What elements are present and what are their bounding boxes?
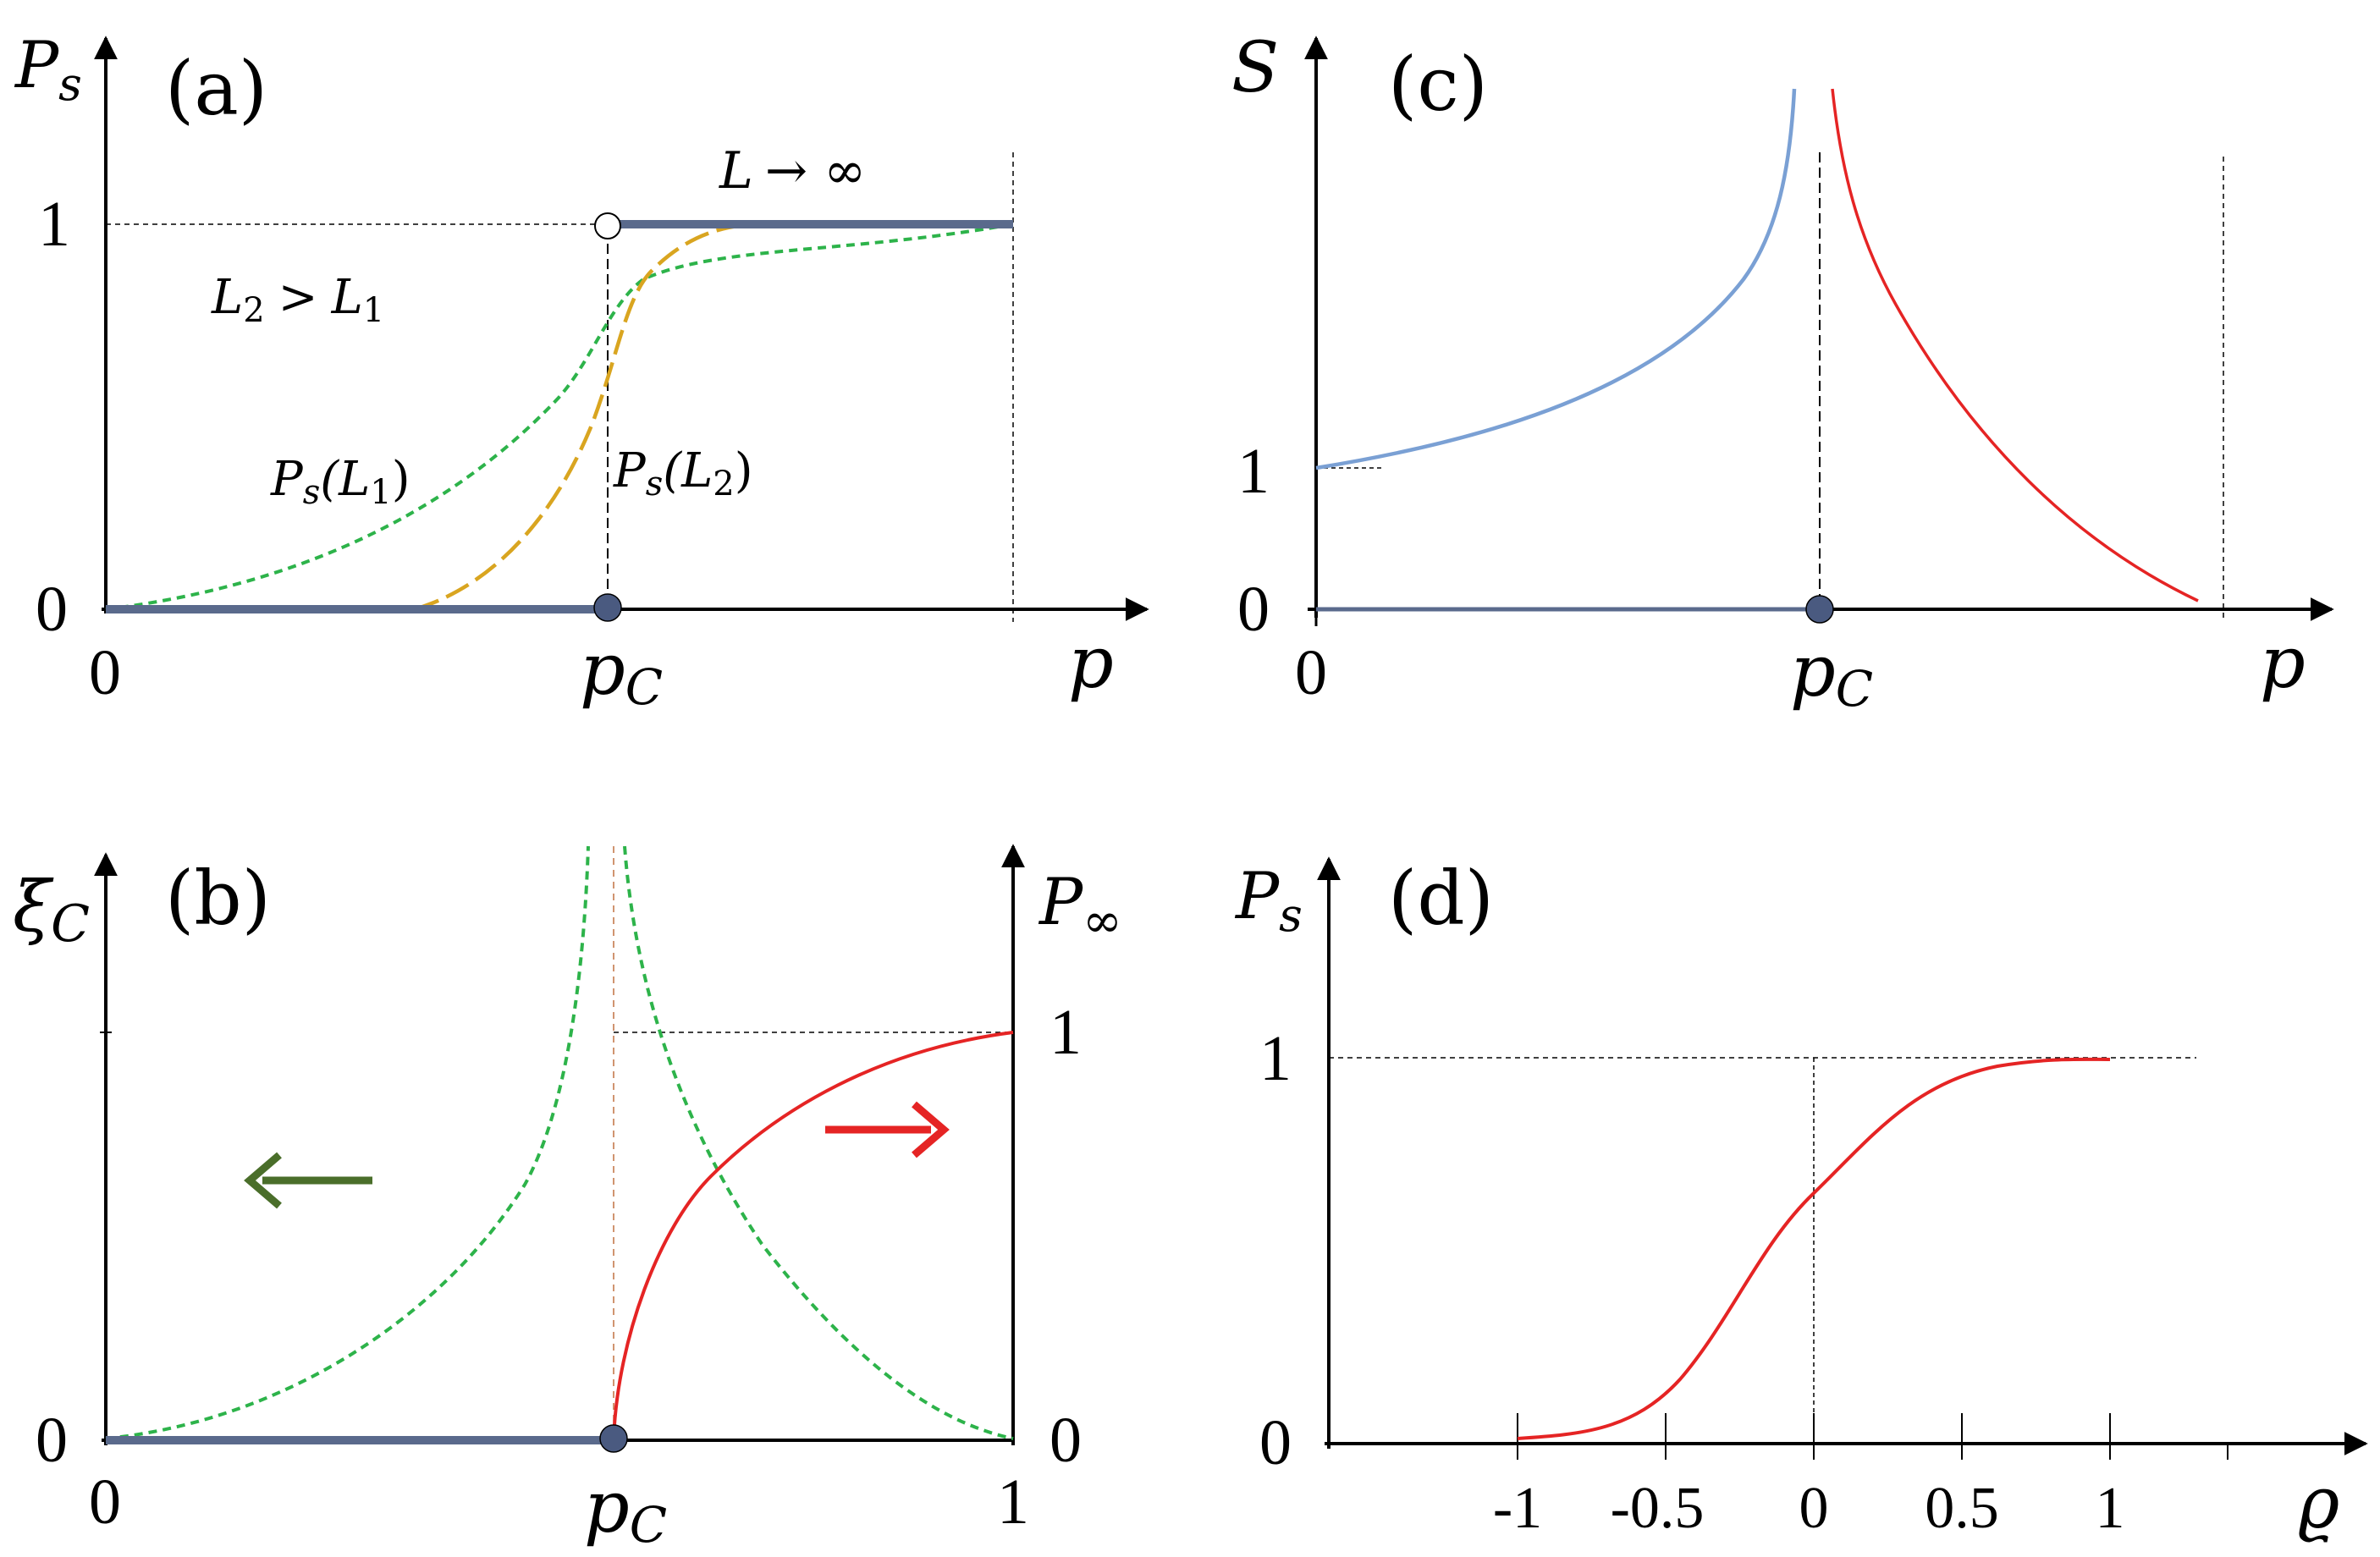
b-filled-marker <box>599 1424 628 1453</box>
c-x-label: p <box>2260 621 2306 704</box>
a-xtick-0: 0 <box>89 637 121 708</box>
d-y-label: Ps <box>1234 858 1303 942</box>
d-xtick-0: 0 <box>1799 1476 1829 1541</box>
b-curve-xi-right <box>623 845 1014 1440</box>
a-xtick-pc: pC <box>580 628 663 716</box>
d-ytick-0: 0 <box>1259 1407 1292 1478</box>
d-xtick-m1: -1 <box>1493 1476 1542 1541</box>
d-curve-ps <box>1517 1057 2111 1440</box>
d-x-label: ϱ <box>2298 1461 2339 1544</box>
c-ytick-1: 1 <box>1237 436 1270 507</box>
d-y-label-sub: s <box>1279 889 1303 942</box>
d-xtick-m05: -0.5 <box>1611 1476 1705 1541</box>
a-label-ps-l1: Ps(L1) <box>270 452 410 512</box>
a-filled-marker <box>593 593 622 622</box>
a-curve-ps-l1 <box>105 223 1014 611</box>
c-filled-marker <box>1805 595 1834 624</box>
b-xtick-pc-sub: C <box>630 1496 667 1554</box>
a-panel-label: (a) <box>165 45 267 132</box>
b-xtick-0: 0 <box>89 1466 121 1538</box>
panel-d: (d) Ps 1 0 -1 -0.5 0 0.5 1 ϱ <box>1234 855 2368 1544</box>
b-right-y-label-sub: ∞ <box>1083 894 1122 949</box>
a-y-label-sub: s <box>58 58 82 111</box>
b-xtick-1: 1 <box>997 1466 1029 1538</box>
a-label-linf: L → ∞ <box>719 141 866 201</box>
a-xtick-pc-sub: C <box>625 658 663 716</box>
panel-a: (a) Ps 1 0 0 pC p L → ∞ L2 > L1 Ps(L1) Ps(L… <box>14 27 1149 716</box>
a-label-ps-l2: Ps(L2) <box>613 443 753 503</box>
a-ytick-1: 1 <box>38 189 70 260</box>
c-xtick-0: 0 <box>1295 637 1327 708</box>
a-open-marker <box>594 212 621 239</box>
panel-c: (c) S 1 0 0 pC p <box>1231 28 2334 718</box>
c-panel-label: (c) <box>1388 41 1488 128</box>
b-curve-pinf <box>612 1031 1014 1439</box>
panel-b: (b) ξC P∞ 0 1 0 0 pC 1 <box>13 844 1122 1554</box>
b-panel-label: (b) <box>165 855 271 942</box>
b-left-y-label-sub: C <box>51 894 90 954</box>
d-xtick-05: 0.5 <box>1925 1476 1999 1541</box>
c-curve-s-right <box>1831 88 2199 602</box>
c-xtick-pc-sub: C <box>1836 660 1873 718</box>
c-curve-s-left <box>1315 88 1797 470</box>
b-curve-xi-left <box>105 845 590 1440</box>
c-ytick-0: 0 <box>1237 574 1270 645</box>
c-y-label: S <box>1231 28 1279 108</box>
d-xtick-1: 1 <box>2096 1476 2125 1541</box>
b-right-ytick-0: 0 <box>1050 1405 1082 1476</box>
b-xtick-pc: pC <box>584 1466 667 1554</box>
a-ytick-0: 0 <box>36 574 68 645</box>
a-curve-ps-l2 <box>414 222 763 612</box>
b-right-ytick-1: 1 <box>1050 997 1082 1068</box>
b-left-ytick-0: 0 <box>36 1405 68 1476</box>
d-panel-label: (d) <box>1388 855 1494 942</box>
b-right-y-label: P∞ <box>1038 864 1122 949</box>
a-y-label: Ps <box>14 27 82 111</box>
c-xtick-pc: pC <box>1790 630 1873 718</box>
b-arrow-left <box>244 1152 372 1209</box>
b-arrow-right <box>825 1101 950 1158</box>
b-left-y-label: ξC <box>13 867 90 954</box>
a-label-l2-gt-l1: L2 > L1 <box>211 270 384 330</box>
d-ytick-1: 1 <box>1259 1023 1292 1094</box>
a-x-label: p <box>1068 621 1114 704</box>
